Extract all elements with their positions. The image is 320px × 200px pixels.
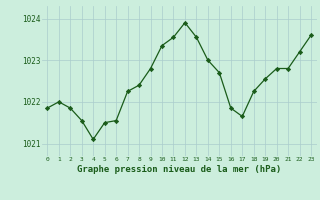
X-axis label: Graphe pression niveau de la mer (hPa): Graphe pression niveau de la mer (hPa) bbox=[77, 165, 281, 174]
